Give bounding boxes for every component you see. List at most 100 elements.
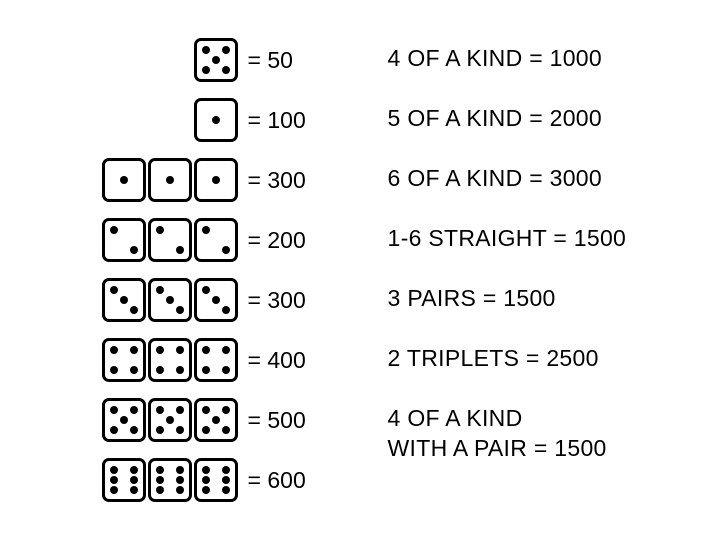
dice-group bbox=[102, 158, 238, 202]
score-text: = 500 bbox=[248, 407, 328, 434]
pip bbox=[156, 226, 164, 234]
score-text: = 50 bbox=[248, 47, 328, 74]
pip bbox=[130, 246, 138, 254]
combo-label: 1-6 STRAIGHT = 1500 bbox=[388, 224, 627, 254]
pip bbox=[110, 486, 118, 494]
combo-score-row: 2 TRIPLETS = 2500 bbox=[388, 336, 705, 396]
pip bbox=[130, 346, 138, 354]
pip bbox=[130, 306, 138, 314]
pip bbox=[222, 346, 230, 354]
dice-score-row: = 200 bbox=[20, 210, 328, 270]
pip bbox=[176, 476, 184, 484]
pip bbox=[176, 406, 184, 414]
score-text: = 400 bbox=[248, 347, 328, 374]
dice-group bbox=[102, 458, 238, 502]
combo-label: 2 TRIPLETS = 2500 bbox=[388, 344, 599, 374]
pip bbox=[202, 406, 210, 414]
score-text: = 300 bbox=[248, 287, 328, 314]
die-face-1 bbox=[102, 158, 146, 202]
combo-label: 3 PAIRS = 1500 bbox=[388, 284, 556, 314]
pip bbox=[222, 486, 230, 494]
pip bbox=[110, 476, 118, 484]
pip bbox=[176, 246, 184, 254]
pip bbox=[156, 486, 164, 494]
pip bbox=[130, 466, 138, 474]
pip bbox=[176, 426, 184, 434]
dice-score-row: = 100 bbox=[20, 90, 328, 150]
combo-score-row: 6 OF A KIND = 3000 bbox=[388, 156, 705, 216]
pip bbox=[176, 466, 184, 474]
pip bbox=[110, 466, 118, 474]
dice-group bbox=[102, 218, 238, 262]
combo-label: 4 OF A KIND = 1000 bbox=[388, 44, 602, 74]
pip bbox=[156, 286, 164, 294]
pip bbox=[176, 306, 184, 314]
die-face-2 bbox=[102, 218, 146, 262]
pip bbox=[212, 296, 220, 304]
pip bbox=[130, 476, 138, 484]
pip bbox=[156, 346, 164, 354]
pip bbox=[202, 226, 210, 234]
die-face-3 bbox=[194, 278, 238, 322]
score-text: = 100 bbox=[248, 107, 328, 134]
pip bbox=[120, 416, 128, 424]
pip bbox=[130, 426, 138, 434]
die-face-6 bbox=[102, 458, 146, 502]
dice-score-row: = 300 bbox=[20, 270, 328, 330]
pip bbox=[156, 476, 164, 484]
pip bbox=[222, 66, 230, 74]
dice-score-column: = 50= 100= 300= 200= 300= 400= 500= 600 bbox=[20, 30, 328, 510]
pip bbox=[110, 426, 118, 434]
dice-score-row: = 500 bbox=[20, 390, 328, 450]
pip bbox=[130, 366, 138, 374]
pip bbox=[110, 406, 118, 414]
pip bbox=[110, 226, 118, 234]
combo-label: 4 OF A KIND WITH A PAIR = 1500 bbox=[388, 404, 607, 464]
die-face-1 bbox=[194, 98, 238, 142]
combo-score-row: 4 OF A KIND WITH A PAIR = 1500 bbox=[388, 396, 705, 456]
dice-group bbox=[194, 38, 238, 82]
pip bbox=[110, 366, 118, 374]
die-face-5 bbox=[102, 398, 146, 442]
pip bbox=[212, 416, 220, 424]
pip bbox=[166, 296, 174, 304]
pip bbox=[222, 426, 230, 434]
combo-score-row: 1-6 STRAIGHT = 1500 bbox=[388, 216, 705, 276]
pip bbox=[202, 366, 210, 374]
combo-label: 5 OF A KIND = 2000 bbox=[388, 104, 602, 134]
pip bbox=[222, 476, 230, 484]
die-face-5 bbox=[194, 398, 238, 442]
die-face-4 bbox=[194, 338, 238, 382]
pip bbox=[176, 366, 184, 374]
pip bbox=[202, 66, 210, 74]
combo-score-column: 4 OF A KIND = 1000 5 OF A KIND = 2000 6 OF… bbox=[388, 30, 705, 510]
pip bbox=[202, 486, 210, 494]
dice-group bbox=[102, 398, 238, 442]
pip bbox=[166, 416, 174, 424]
pip bbox=[156, 406, 164, 414]
score-text: = 200 bbox=[248, 227, 328, 254]
pip bbox=[202, 46, 210, 54]
pip bbox=[222, 246, 230, 254]
scoring-chart: = 50= 100= 300= 200= 300= 400= 500= 600 … bbox=[20, 30, 705, 510]
die-face-5 bbox=[194, 38, 238, 82]
dice-group bbox=[102, 338, 238, 382]
pip bbox=[222, 366, 230, 374]
dice-group bbox=[194, 98, 238, 142]
pip bbox=[156, 366, 164, 374]
pip bbox=[156, 466, 164, 474]
dice-score-row: = 400 bbox=[20, 330, 328, 390]
pip bbox=[222, 406, 230, 414]
pip bbox=[222, 46, 230, 54]
dice-score-row: = 50 bbox=[20, 30, 328, 90]
die-face-2 bbox=[148, 218, 192, 262]
pip bbox=[176, 486, 184, 494]
score-text: = 600 bbox=[248, 467, 328, 494]
combo-score-row: 4 OF A KIND = 1000 bbox=[388, 36, 705, 96]
pip bbox=[202, 476, 210, 484]
pip bbox=[202, 286, 210, 294]
die-face-5 bbox=[148, 398, 192, 442]
die-face-1 bbox=[148, 158, 192, 202]
pip bbox=[176, 346, 184, 354]
die-face-4 bbox=[102, 338, 146, 382]
